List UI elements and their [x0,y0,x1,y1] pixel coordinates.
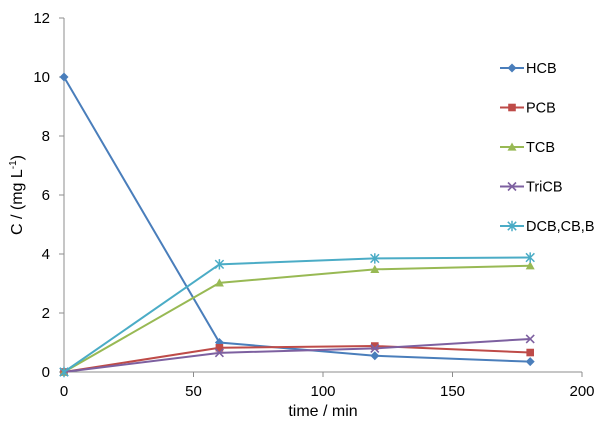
y-tick-label: 6 [42,187,50,204]
x-tick-label: 200 [569,383,594,400]
legend-item: PCB [500,101,556,117]
series-line [63,76,531,363]
legend-label: TCB [526,140,555,156]
x-tick-label: 0 [60,383,68,400]
y-axis-title: C / (mg L-1) [8,155,26,235]
series-line [63,345,531,373]
legend-item: DCB,CB,B [500,219,595,235]
series-layer [59,72,535,378]
legend-label: TriCB [526,180,563,196]
y-tick-label: 8 [42,128,50,145]
legend-item: TCB [500,140,555,156]
x-axis-title: time / min [288,403,357,420]
data-point [214,348,224,358]
series-line [63,264,531,373]
legend-label: HCB [526,61,557,77]
y-axis-title-main: C / (mg L [9,169,26,235]
data-point [370,264,380,273]
legend-item: TriCB [500,180,563,196]
series-line [63,337,531,373]
legend-label: PCB [526,101,556,117]
legend-marker [507,63,517,73]
legend-marker [507,220,517,232]
data-point [59,72,69,82]
data-point [370,343,380,353]
data-point [370,253,380,264]
y-tick-label: 2 [42,305,50,322]
y-tick-label: 0 [42,364,50,381]
x-tick-label: 150 [440,383,465,400]
y-axis-title-exponent: -1 [8,160,19,169]
data-point [371,342,379,350]
legend-marker [507,181,517,192]
legend-item: HCB [500,61,557,77]
series-hcb [59,72,535,367]
ticks: 0 50 100 150 200 0 2 4 6 8 10 12 [33,10,594,400]
x-tick-label: 100 [310,383,335,400]
data-point [525,357,535,367]
data-point [525,334,535,344]
y-tick-label: 10 [33,69,50,86]
x-tick-label: 50 [185,383,202,400]
data-point [525,252,535,263]
data-point [525,261,535,270]
data-point [526,348,534,357]
data-point [59,366,69,378]
y-axis-title-close: ) [9,155,26,160]
data-point [215,344,224,352]
legend: HCB PCB TCB TriCB DCB,CB,B [500,61,595,235]
series-dcb-cb-b [59,252,535,378]
legend-label: DCB,CB,B [526,219,595,235]
y-tick-label: 12 [33,10,50,27]
series-tricb [59,334,535,377]
legend-marker [508,103,516,112]
data-point [370,351,380,361]
data-point [214,278,224,287]
series-line [63,256,531,373]
y-tick-label: 4 [42,246,50,263]
legend-marker [507,142,517,151]
data-point [214,259,225,270]
